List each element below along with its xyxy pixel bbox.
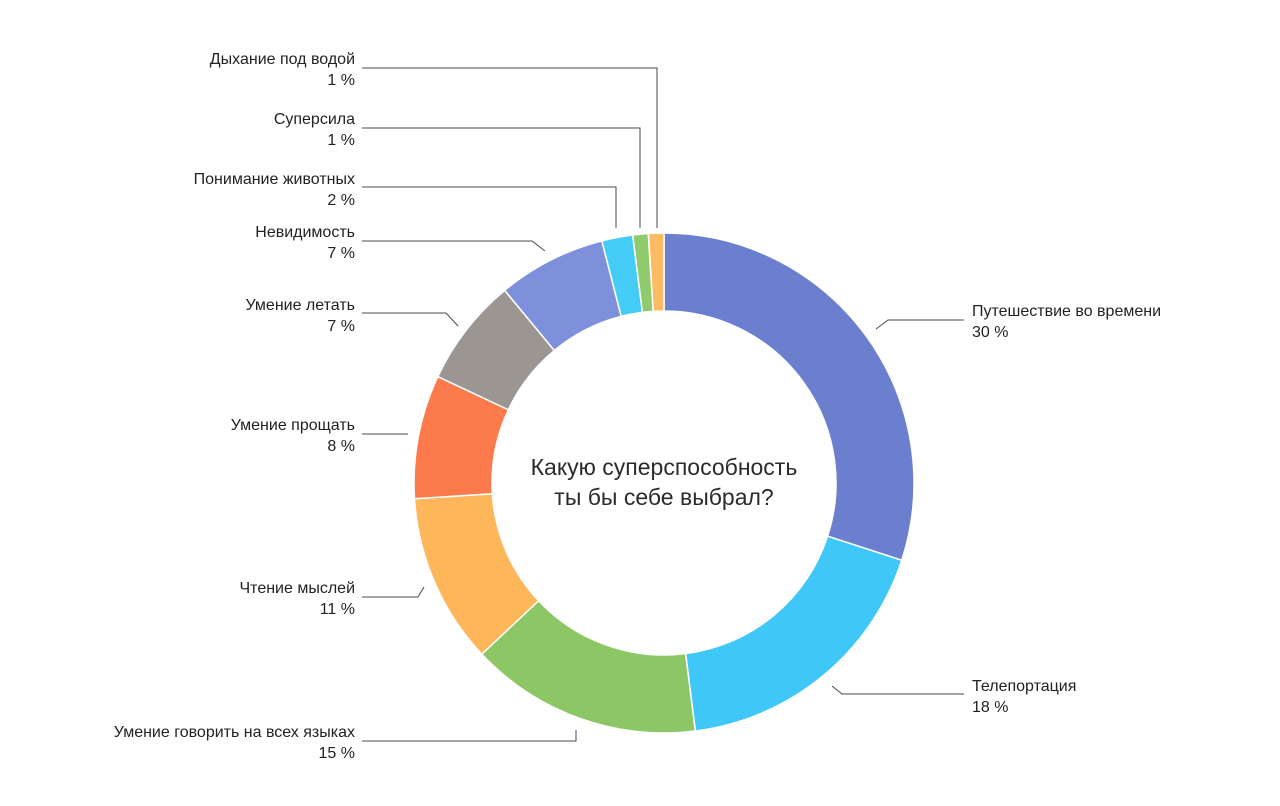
label-all-languages-value: 15 % [318,745,355,762]
leader-line-5 [362,312,459,327]
label-flying-name: Умение летать [245,297,355,314]
leader-line-6 [362,240,546,252]
label-invisibility-name: Невидимость [255,224,355,241]
leader-line-2 [362,730,577,742]
slice-9 [647,232,665,313]
label-forgiving-value: 8 % [327,438,355,455]
label-flying: Умение летать 7 % [245,295,355,337]
label-forgiving: Умение прощать 8 % [231,415,355,457]
label-teleportation: Телепортация 18 % [972,676,1076,718]
chart-title-line-1: Какую суперспособность [530,454,798,480]
label-forgiving-name: Умение прощать [230,417,355,434]
leader-lines [362,67,964,742]
label-superstrength: Суперсила 1 % [274,109,355,151]
leader-line-8 [362,127,641,228]
label-teleportation-value: 18 % [972,699,1009,716]
label-time-travel-name: Путешествие во времени [972,303,1162,320]
leader-line-9 [362,67,658,228]
label-time-travel: Путешествие во времени 30 % [972,301,1161,343]
label-underwater-value: 1 % [327,72,355,89]
chart-title-line-2: ты бы себе выбрал? [554,484,774,510]
label-animals-name: Понимание животных [193,171,355,188]
slice-1 [684,535,903,732]
label-underwater: Дыхание под водой 1 % [210,49,355,91]
label-superstrength-name: Суперсила [273,111,355,128]
leader-line-1 [831,685,964,695]
leader-line-3 [362,586,425,598]
donut-slices [413,232,915,734]
leader-line-7 [362,186,617,228]
label-flying-value: 7 % [327,318,355,335]
leader-line-0 [875,319,964,330]
label-superstrength-value: 1 % [327,132,355,149]
label-teleportation-name: Телепортация [972,678,1077,695]
label-mind-reading-name: Чтение мыслей [239,580,356,597]
label-all-languages-name: Умение говорить на всех языках [113,724,355,741]
label-animals-value: 2 % [327,192,355,209]
label-all-languages: Умение говорить на всех языках 15 % [114,722,355,764]
label-mind-reading: Чтение мыслей 11 % [240,578,356,620]
label-mind-reading-value: 11 % [319,601,355,618]
label-invisibility-value: 7 % [327,245,355,262]
label-underwater-name: Дыхание под водой [209,51,355,68]
label-time-travel-value: 30 % [972,324,1009,341]
chart-title: Какую суперспособность ты бы себе выбрал… [464,452,864,512]
label-animals: Понимание животных 2 % [194,169,355,211]
label-invisibility: Невидимость 7 % [255,222,355,264]
slice-0 [663,232,915,562]
